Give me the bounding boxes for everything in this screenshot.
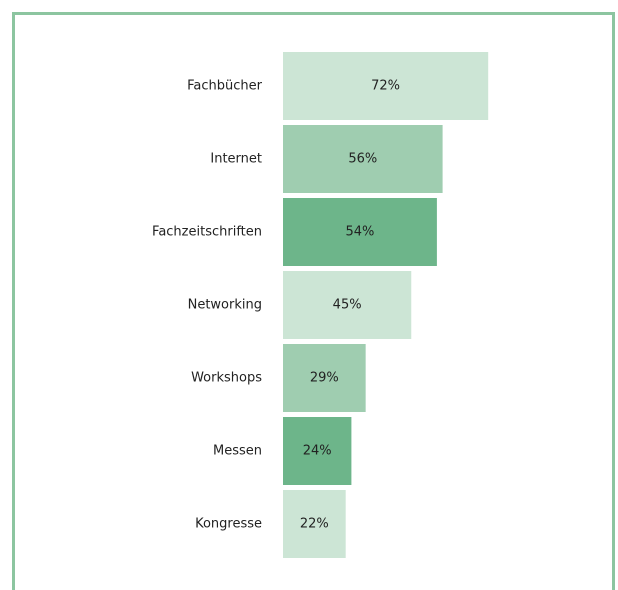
value-label: 56%: [348, 152, 377, 167]
category-label: Fachbücher: [187, 79, 263, 94]
bar: [283, 344, 366, 412]
value-label: 45%: [333, 298, 362, 313]
bar: [283, 417, 352, 485]
value-label: 22%: [300, 517, 329, 532]
category-label: Kongresse: [195, 517, 262, 532]
category-label: Fachzeitschriften: [152, 225, 262, 240]
bar: [283, 125, 443, 193]
bar: [283, 198, 437, 266]
category-label: Internet: [210, 152, 262, 167]
bar: [283, 490, 346, 558]
value-label: 72%: [371, 79, 400, 94]
bar: [283, 271, 412, 339]
category-label: Messen: [213, 444, 262, 459]
value-label: 54%: [345, 225, 374, 240]
category-label: Networking: [188, 298, 262, 313]
value-label: 24%: [303, 444, 332, 459]
bar: [283, 52, 489, 120]
frame: [12, 12, 615, 590]
value-label: 29%: [310, 371, 339, 386]
category-label: Workshops: [191, 371, 262, 386]
